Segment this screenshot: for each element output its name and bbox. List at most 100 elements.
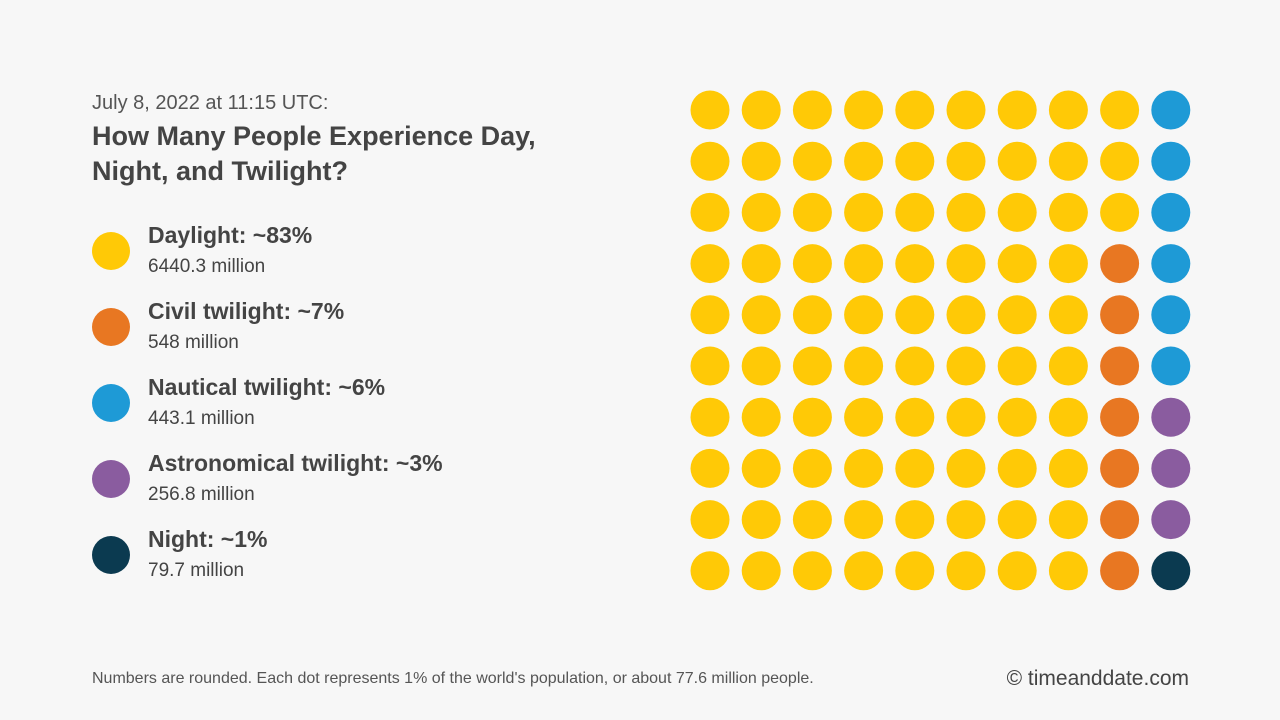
dot-daylight (997, 90, 1037, 130)
dot-daylight (997, 500, 1037, 540)
dot-daylight (792, 448, 832, 488)
dot-daylight (844, 192, 884, 232)
legend-value: 79.7 million (148, 560, 245, 581)
dot-daylight (792, 244, 832, 284)
dot-daylight (690, 244, 730, 284)
dot-daylight (997, 448, 1037, 488)
dot-daylight (895, 192, 935, 232)
dot-daylight (844, 500, 884, 540)
dot-daylight (792, 295, 832, 335)
dot-daylight (1048, 141, 1088, 181)
dot-daylight (741, 551, 781, 591)
legend-dot-nautical-twilight (92, 384, 130, 422)
dot-daylight (1048, 90, 1088, 130)
dot-daylight (895, 448, 935, 488)
chart-subtitle: July 8, 2022 at 11:15 UTC: (92, 92, 329, 114)
dot-daylight (946, 500, 986, 540)
dot-daylight (844, 346, 884, 386)
legend-label: Astronomical twilight: ~3% (148, 450, 443, 476)
dot-civil-twilight (1100, 295, 1140, 335)
legend-value: 443.1 million (148, 408, 255, 429)
dot-astronomical-twilight (1151, 448, 1191, 488)
legend-dot-night (92, 536, 130, 574)
dot-daylight (1048, 346, 1088, 386)
dot-daylight (792, 397, 832, 437)
dot-nautical-twilight (1151, 346, 1191, 386)
dot-daylight (844, 295, 884, 335)
dot-daylight (690, 500, 730, 540)
dot-nautical-twilight (1151, 244, 1191, 284)
dot-civil-twilight (1100, 551, 1140, 591)
dot-daylight (690, 346, 730, 386)
dot-daylight (1100, 90, 1140, 130)
credit: © timeanddate.com (1006, 667, 1189, 690)
dot-civil-twilight (1100, 500, 1140, 540)
legend-label: Nautical twilight: ~6% (148, 374, 386, 400)
dot-daylight (895, 244, 935, 284)
dot-daylight (741, 295, 781, 335)
dot-daylight (997, 244, 1037, 284)
dot-daylight (997, 346, 1037, 386)
dot-nautical-twilight (1151, 141, 1191, 181)
dot-daylight (792, 141, 832, 181)
dot-daylight (1048, 295, 1088, 335)
dot-daylight (792, 346, 832, 386)
dot-daylight (741, 448, 781, 488)
dot-daylight (792, 90, 832, 130)
dot-civil-twilight (1100, 346, 1140, 386)
dot-daylight (946, 244, 986, 284)
dot-daylight (946, 90, 986, 130)
dot-daylight (844, 397, 884, 437)
dot-daylight (1100, 141, 1140, 181)
dot-daylight (741, 244, 781, 284)
dot-daylight (997, 397, 1037, 437)
dot-daylight (997, 551, 1037, 591)
dot-astronomical-twilight (1151, 500, 1191, 540)
dot-daylight (690, 448, 730, 488)
dot-daylight (690, 141, 730, 181)
dot-nautical-twilight (1151, 192, 1191, 232)
dot-daylight (741, 192, 781, 232)
legend-label: Night: ~1% (148, 526, 268, 552)
dot-daylight (792, 551, 832, 591)
dot-daylight (1048, 192, 1088, 232)
dot-daylight (844, 448, 884, 488)
legend-dot-astronomical-twilight (92, 460, 130, 498)
legend-label: Civil twilight: ~7% (148, 298, 345, 324)
dot-daylight (690, 192, 730, 232)
waffle-grid (690, 90, 1191, 591)
legend-value: 256.8 million (148, 484, 255, 505)
dot-daylight (690, 551, 730, 591)
chart-title: How Many People Experience Day, Night, a… (92, 121, 536, 186)
dot-daylight (741, 90, 781, 130)
dot-daylight (895, 500, 935, 540)
dot-daylight (1048, 397, 1088, 437)
dot-daylight (895, 90, 935, 130)
dot-daylight (946, 551, 986, 591)
dot-daylight (946, 295, 986, 335)
dot-daylight (946, 141, 986, 181)
dot-nautical-twilight (1151, 295, 1191, 335)
dot-daylight (895, 397, 935, 437)
dot-daylight (844, 244, 884, 284)
dot-civil-twilight (1100, 397, 1140, 437)
dot-daylight (844, 90, 884, 130)
dot-civil-twilight (1100, 448, 1140, 488)
dot-daylight (997, 192, 1037, 232)
dot-daylight (844, 141, 884, 181)
legend-dot-daylight (92, 232, 130, 270)
legend-value: 6440.3 million (148, 256, 266, 277)
dot-daylight (1048, 500, 1088, 540)
dot-daylight (690, 90, 730, 130)
dot-daylight (946, 448, 986, 488)
dot-astronomical-twilight (1151, 397, 1191, 437)
dot-daylight (1048, 244, 1088, 284)
dot-daylight (741, 397, 781, 437)
dot-daylight (895, 346, 935, 386)
dot-daylight (741, 346, 781, 386)
dot-daylight (741, 500, 781, 540)
dot-night (1151, 551, 1191, 591)
legend-label: Daylight: ~83% (148, 222, 313, 248)
dot-daylight (946, 346, 986, 386)
dot-daylight (844, 551, 884, 591)
